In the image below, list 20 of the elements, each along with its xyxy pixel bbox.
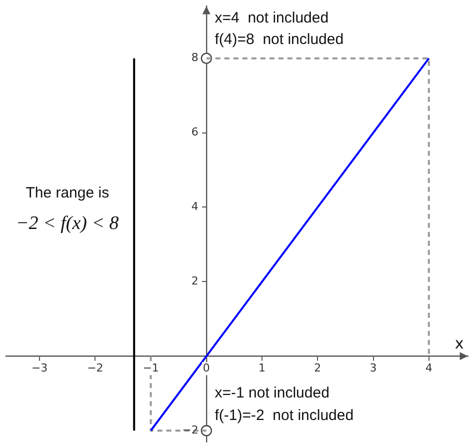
annotation: x=-1 not included	[214, 384, 330, 402]
annotation: x=4 not included	[214, 9, 329, 26]
x-tick-label: 1	[258, 362, 266, 375]
x-tick-label: 4	[425, 362, 432, 375]
y-tick-label: 6	[191, 126, 198, 139]
x-tick-label: −2	[87, 362, 104, 375]
y-tick-label: 4	[191, 200, 198, 214]
annotation: f(4)=8 not included	[214, 30, 344, 48]
y-tick-label: −2	[182, 423, 198, 436]
y-tick-label: 8	[191, 51, 198, 64]
x-tick-label: 0	[202, 362, 210, 375]
y-tick-label: 2	[191, 274, 198, 288]
annotation: −2 < f(x) < 8	[16, 213, 120, 234]
x-tick-label: −1	[142, 362, 159, 375]
x-tick-label: 3	[370, 362, 377, 375]
x-tick-label: 2	[314, 362, 322, 375]
x-axis-title: x	[454, 334, 464, 353]
x-tick-label: −3	[31, 362, 48, 375]
annotation: The range is	[26, 184, 110, 202]
annotation: f(-1)=-2 not included	[214, 406, 354, 424]
